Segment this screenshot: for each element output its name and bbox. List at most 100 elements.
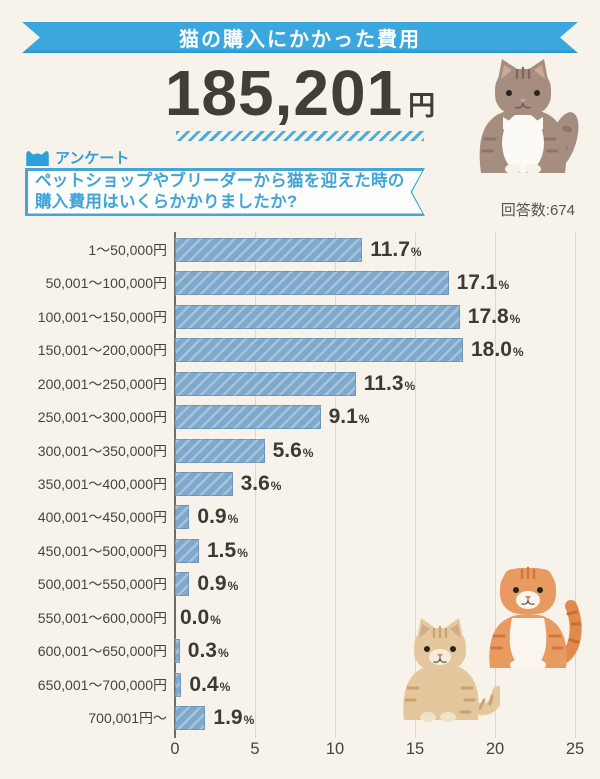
bar-row: 250,001～300,000円 9.1%: [0, 405, 600, 430]
bar: [175, 238, 363, 262]
bar-value-number: 0.0: [180, 605, 210, 629]
bar-value-label: 11.7%: [370, 238, 421, 262]
bar-row: 150,001～200,000円 18.0%: [0, 338, 600, 363]
x-tick-label: 20: [485, 740, 505, 758]
bar-value-number: 11.3: [363, 371, 404, 395]
bar: [175, 438, 265, 463]
tan-tabby-cat-illustration: [403, 618, 500, 722]
bar-category-label: 1～50,000円: [88, 242, 167, 258]
bar-value-number: 0.4: [189, 672, 219, 696]
bar-value-unit: %: [243, 713, 255, 728]
bar-value-unit: %: [227, 512, 239, 527]
bar-row: 400,001～450,000円 0.9%: [0, 505, 600, 530]
bar-value-number: 3.6: [240, 472, 270, 495]
survey-tag-label: アンケート: [55, 150, 130, 167]
bar-value-label: 0.9%: [197, 505, 238, 529]
bar-value-label: 1.5%: [207, 539, 248, 563]
longhair-brown-tabby-cat-illustration: [479, 59, 579, 174]
bar-value-unit: %: [509, 311, 521, 326]
bar: [175, 405, 321, 430]
bar-value-unit: %: [410, 245, 422, 259]
bar-category-label: 500,001～550,000円: [37, 576, 167, 593]
bar: [175, 572, 190, 597]
bar-value-number: 9.1: [328, 405, 358, 429]
bar-row: 300,001～350,000円 5.6%: [0, 438, 600, 463]
orange-scottish-fold-cat-illustration: [489, 566, 582, 670]
bar-value-unit: %: [302, 445, 314, 460]
bar-category-label: 100,001～150,000円: [37, 308, 167, 325]
bar-chart: 1～50,000円 11.7% 50,001～100,000円 17.1% 100,00…: [0, 232, 600, 779]
bar-category-label: 150,001～200,000円: [37, 342, 167, 359]
bar: [175, 639, 180, 664]
gridline: [495, 232, 496, 738]
bar-row: 450,001～500,000円 1.5%: [0, 538, 600, 563]
bar-row: 600,001～650,000円 0.3%: [0, 639, 600, 664]
bar-value-label: 0.9%: [197, 572, 238, 596]
bar-row: 100,001～150,000円 17.8%: [0, 304, 600, 329]
bar-value-unit: %: [237, 545, 248, 560]
bar-value-label: 18.0%: [471, 338, 524, 362]
bar-row: 200,001～250,000円 11.3%: [0, 371, 600, 396]
bar-category-label: 250,001～300,000円: [37, 409, 167, 426]
bar-category-label: 650,001～700,000円: [37, 676, 167, 693]
bar: [175, 371, 356, 396]
bar-value-unit: %: [227, 579, 239, 594]
bar-category-label: 50,001～100,000円: [45, 275, 167, 292]
survey-tag: アンケート: [25, 147, 129, 168]
bar: [175, 338, 463, 363]
bar-row: 700,001円～ 1.9%: [0, 706, 600, 731]
bar-value-unit: %: [498, 278, 510, 293]
bar-value-unit: %: [358, 412, 370, 427]
bar-value-number: 0.9: [197, 572, 227, 596]
bar-value-unit: %: [512, 345, 524, 360]
bar-row: 350,001～400,000円 3.6%: [0, 472, 600, 496]
bar: [175, 304, 460, 329]
page-title: 猫の購入にかかった費用: [179, 29, 421, 51]
bar-value-unit: %: [404, 378, 416, 393]
bar-value-label: 17.1%: [457, 271, 510, 295]
gridline: [335, 232, 336, 738]
gridline: [575, 232, 576, 738]
bar-value-unit: %: [210, 612, 221, 627]
bar-value-label: 5.6%: [273, 439, 314, 463]
bar: [175, 472, 233, 496]
bar: [175, 672, 182, 697]
gridline: [255, 232, 256, 738]
bar-value-label: 11.3%: [364, 372, 415, 396]
bar-value-number: 1.5: [207, 538, 237, 562]
bar-value-number: 0.3: [187, 639, 217, 663]
bar: [175, 538, 199, 563]
question-line-2: 購入費用はいくらかかりましたか?: [35, 193, 298, 211]
responses-count: 回答数:674: [500, 202, 575, 219]
bar-value-unit: %: [270, 479, 282, 493]
question-text: ペットショップやブリーダーから猫を迎えた時の 購入費用はいくらかかりましたか?: [25, 168, 425, 216]
bar-value-label: 1.9%: [213, 706, 254, 730]
bar-value-label: 3.6%: [241, 472, 282, 496]
bar-value-unit: %: [218, 646, 229, 661]
question-box: ペットショップやブリーダーから猫を迎えた時の 購入費用はいくらかかりましたか?: [25, 168, 425, 216]
bar-category-label: 600,001～650,000円: [37, 643, 167, 660]
bar-value-label: 0.4%: [189, 673, 230, 697]
bar-category-label: 550,001～600,000円: [37, 609, 167, 626]
average-amount: 185,201 円: [0, 56, 600, 130]
bar-value-label: 17.8%: [468, 305, 521, 329]
bar-value-label: 9.1%: [329, 405, 370, 429]
bar: [175, 271, 449, 296]
x-tick-label: 0: [170, 740, 180, 758]
header-ribbon: 猫の購入にかかった費用: [22, 22, 578, 53]
cat-head-icon: [26, 150, 49, 166]
bar-row: 1～50,000円 11.7%: [0, 238, 600, 262]
bar-value-number: 17.8: [467, 304, 509, 328]
bar-value-number: 1.9: [213, 706, 243, 730]
bar-category-label: 700,001円～: [88, 710, 167, 727]
question-box-fill: [28, 171, 423, 214]
x-tick-label: 25: [565, 740, 585, 758]
bar-value-label: 0.0%: [180, 606, 221, 630]
bar-value-number: 5.6: [272, 438, 302, 462]
bar-category-label: 450,001～500,000円: [37, 542, 167, 559]
hatched-underline: [176, 131, 424, 141]
bar: [175, 706, 206, 731]
average-amount-unit: 円: [408, 91, 436, 121]
bar-row: 500,001～550,000円 0.9%: [0, 572, 600, 597]
